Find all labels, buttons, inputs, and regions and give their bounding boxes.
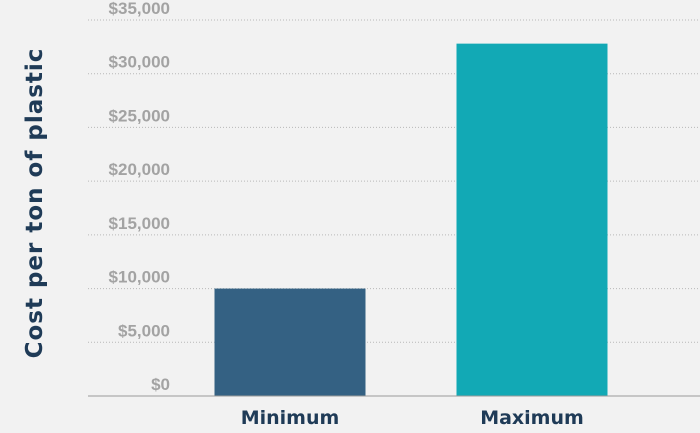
y-tick-label: $35,000 bbox=[109, 0, 170, 18]
gridlines bbox=[88, 19, 700, 343]
bar-minimum bbox=[214, 288, 366, 396]
y-tick-labels: $0 $5,000 $10,000 $15,000 $20,000 $25,000 $30,… bbox=[109, 0, 170, 394]
x-category-label: Minimum bbox=[241, 407, 340, 429]
bar-maximum bbox=[456, 43, 608, 397]
x-category-label: Maximum bbox=[480, 407, 584, 429]
x-category-labels: Minimum Maximum bbox=[241, 407, 584, 429]
bars bbox=[214, 43, 608, 397]
y-axis-title: Cost per ton of plastic bbox=[22, 48, 48, 359]
y-tick-label: $15,000 bbox=[109, 214, 170, 233]
y-tick-label: $5,000 bbox=[118, 321, 170, 340]
y-tick-label: $20,000 bbox=[109, 160, 170, 179]
y-tick-label: $0 bbox=[151, 375, 170, 394]
y-tick-label: $30,000 bbox=[109, 53, 170, 72]
y-tick-label: $25,000 bbox=[109, 106, 170, 125]
y-tick-label: $10,000 bbox=[109, 268, 170, 287]
